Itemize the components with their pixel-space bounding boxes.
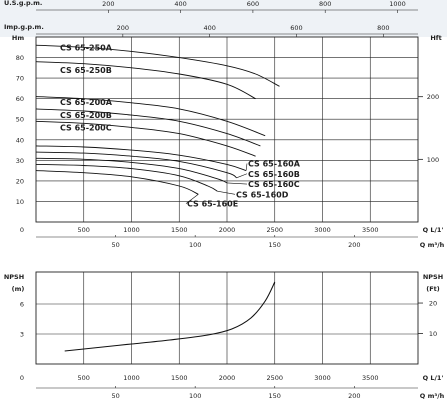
- curve-label: CS 65-160E: [187, 200, 238, 209]
- hft-axis-label: Hft: [430, 34, 441, 42]
- npsh-q-lmin-tick-label: 0: [20, 374, 24, 382]
- usgpm-axis-label: U.S.g.p.m.: [4, 0, 42, 7]
- hm-tick-label: 30: [16, 157, 24, 165]
- impgpm-tick-label: 600: [290, 24, 302, 32]
- q-lmin-tick-label: 0: [20, 226, 24, 234]
- hft-tick-label: 200: [427, 93, 439, 101]
- curve-cs-65-250b: [35, 61, 256, 100]
- npsh-m3h-tick-label: 50: [111, 392, 119, 400]
- curve-cs-65-200b: [35, 108, 261, 147]
- curve-leader-line: [245, 163, 248, 171]
- npsh-q-lmin-axis-label: Q L/1': [423, 374, 444, 382]
- npsh-left-unit: (m): [12, 285, 25, 293]
- usgpm-tick-label: 400: [174, 0, 186, 8]
- impgpm-axis-label: Imp.g.p.m.: [4, 23, 44, 31]
- hm-tick-label: 10: [16, 198, 24, 206]
- curve-leader-line: [226, 182, 248, 185]
- head-m3h-tick-label: 50: [111, 241, 119, 249]
- usgpm-tick-label: 200: [102, 0, 114, 8]
- hm-tick-label: 50: [16, 116, 24, 124]
- curve-label: CS 65-250A: [60, 43, 113, 52]
- hm-tick-label: 70: [16, 75, 24, 83]
- curve-cs-65-160a: [35, 145, 247, 172]
- curve-label: CS 65-160A: [248, 160, 301, 169]
- hm-tick-label: 80: [16, 54, 24, 62]
- npsh-q-lmin-tick-label: 3000: [314, 374, 331, 382]
- chart-text: 10 20 30 40 50 60 70 80 Hm 100 200 Hft 0 0 500 500 1000 1…: [4, 0, 445, 400]
- curve-label: CS 65-250B: [60, 66, 112, 75]
- q-lmin-tick-label: 1000: [123, 226, 140, 234]
- curve-cs-65-200c: [35, 120, 256, 157]
- chart-background: [0, 0, 447, 37]
- curve-label: CS 65-200B: [60, 111, 112, 120]
- usgpm-tick-label: 1000: [389, 0, 406, 8]
- hm-tick-label: 40: [16, 136, 24, 144]
- impgpm-tick-label: 200: [117, 24, 129, 32]
- q-lmin-tick-label: 2000: [219, 226, 236, 234]
- q-lmin-tick-label: 3500: [362, 226, 379, 234]
- curve-cs-65-160b: [35, 151, 237, 179]
- npsh-q-lmin-tick-label: 2000: [219, 374, 236, 382]
- curve-leader-line: [236, 173, 248, 179]
- npsh-right-label: NPSH: [423, 273, 443, 281]
- hm-axis-label: Hm: [12, 34, 24, 42]
- chart-curves: [35, 44, 280, 352]
- head-m3h-axis-label: Q m³/h: [420, 241, 445, 249]
- top-scale-band: [0, 0, 447, 37]
- npsh-q-lmin-tick-label: 2500: [266, 374, 283, 382]
- curve-leader-line: [185, 194, 199, 204]
- curve-cs-65-160e: [35, 170, 199, 195]
- q-lmin-tick-label: 2500: [266, 226, 283, 234]
- usgpm-tick-label: 800: [319, 0, 331, 8]
- npsh-m3h-axis-label: Q m³/h: [420, 392, 445, 400]
- q-lmin-tick-label: 500: [78, 226, 90, 234]
- curve-cs-65-160c: [35, 157, 228, 184]
- npsh-q-lmin-tick-label: 3500: [362, 374, 379, 382]
- curve-label: CS 65-160B: [248, 170, 300, 179]
- head-m3h-tick-label: 100: [189, 241, 201, 249]
- q-lmin-tick-label: 3000: [314, 226, 331, 234]
- q-lmin-tick-label: 1500: [171, 226, 188, 234]
- curve-cs-65-250a: [35, 44, 280, 87]
- npsh-left-label: NPSH: [4, 273, 24, 281]
- npsh-m-tick-label: 3: [20, 331, 24, 339]
- npsh-m3h-tick-label: 100: [189, 392, 201, 400]
- curve-label: CS 65-200A: [60, 98, 113, 107]
- npsh-q-lmin-tick-label: 500: [78, 374, 90, 382]
- head-m3h-tick-label: 150: [269, 241, 281, 249]
- npsh-q-lmin-tick-label: 1500: [171, 374, 188, 382]
- q-lmin-axis-label: Q L/1': [423, 226, 444, 234]
- npsh-m3h-tick-label: 200: [348, 392, 360, 400]
- curve-label: CS 65-160D: [236, 190, 289, 199]
- curve-cs-65-200a: [35, 96, 266, 137]
- npsh-ft-tick-label: 10: [429, 330, 437, 338]
- curve-leader-line: [217, 190, 236, 195]
- npsh-m-tick-label: 6: [20, 301, 24, 309]
- curve-label: CS 65-160C: [248, 180, 300, 189]
- npsh-curve: [64, 281, 276, 352]
- hm-tick-label: 60: [16, 95, 24, 103]
- curve-cs-65-160d: [35, 163, 218, 192]
- impgpm-tick-label: 800: [377, 24, 389, 32]
- head-m3h-tick-label: 200: [348, 241, 360, 249]
- npsh-q-lmin-tick-label: 1000: [123, 374, 140, 382]
- usgpm-tick-label: 600: [247, 0, 259, 8]
- curve-label: CS 65-200C: [60, 124, 112, 133]
- hm-tick-label: 20: [16, 177, 24, 185]
- npsh-right-unit: (Ft): [426, 285, 440, 293]
- npsh-ft-tick-label: 20: [429, 300, 437, 308]
- impgpm-tick-label: 400: [203, 24, 215, 32]
- hft-tick-label: 100: [427, 156, 439, 164]
- npsh-m3h-tick-label: 150: [269, 392, 281, 400]
